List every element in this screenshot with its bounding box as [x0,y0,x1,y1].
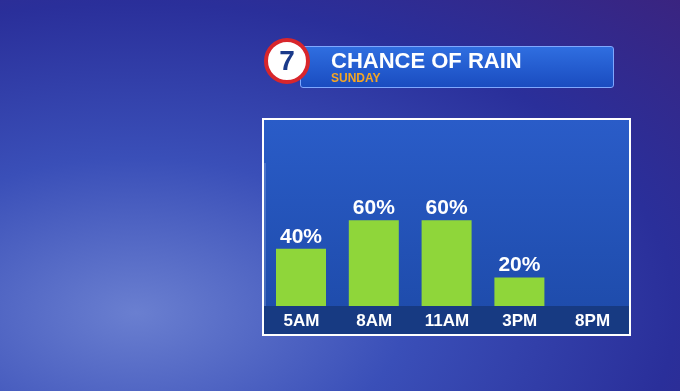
html-text:CHANCE OF RAIN: CHANCE OF RAIN [331,48,522,73]
svg-text:3PM: 3PM [502,311,537,330]
svg-text:5AM: 5AM [283,311,319,330]
svg-text:60%: 60% [353,195,395,218]
svg-text:11AM: 11AM [425,311,469,330]
svg-text:20%: 20% [498,252,540,275]
html-text:SUNDAY: SUNDAY [331,71,381,85]
svg-text:8PM: 8PM [575,311,610,330]
html-text:7: 7 [279,45,295,76]
svg-text:40%: 40% [280,224,322,247]
svg-text:8AM: 8AM [356,311,392,330]
svg-text:60%: 60% [426,195,468,218]
